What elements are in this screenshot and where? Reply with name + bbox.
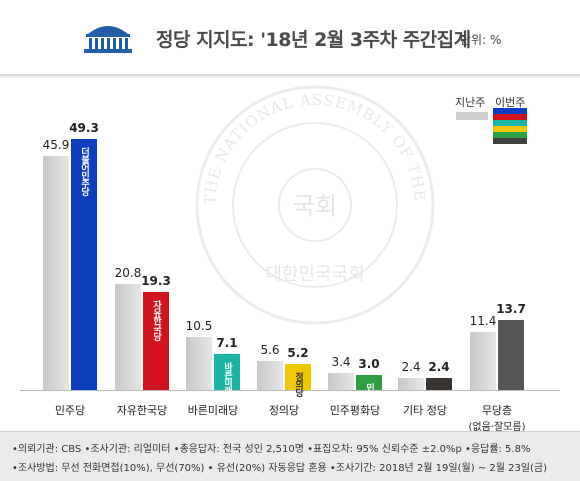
value-label-last-week: 3.4 (331, 354, 351, 369)
category-label: 민주평화당 (329, 404, 381, 417)
value-label-last-week: 11.4 (469, 313, 497, 328)
bar-this-week (498, 320, 524, 390)
legend-label-last-week: 지난주 (455, 96, 486, 109)
seal-center-text: 국회 (293, 192, 337, 220)
national-assembly-seal-watermark: THE NATIONAL ASSEMBLY OF THE REPUBLIC OF… (190, 80, 435, 325)
bar-this-week (426, 377, 452, 390)
value-label-last-week: 2.4 (401, 359, 421, 374)
seal-bottom-text: 대한민국국회 (265, 264, 364, 285)
value-label-last-week: 20.8 (114, 266, 142, 281)
party-logo-tag: 더불어민주당 (79, 147, 89, 196)
legend-stripe (493, 114, 527, 120)
party-logo-tag: 정의당 (293, 371, 303, 396)
bar-this-week (356, 374, 382, 390)
bar-this-week (285, 363, 311, 390)
category-note: (없음·잘모름) (468, 422, 526, 433)
category-label: 정의당 (268, 404, 300, 417)
value-label-last-week: 5.6 (260, 343, 280, 358)
legend-stripe (493, 108, 527, 114)
header-divider (0, 74, 580, 78)
category-label: 바른미래당 (187, 404, 239, 417)
value-label-this-week: 3.0 (358, 356, 380, 371)
bar-this-week (214, 353, 240, 390)
value-label-this-week: 19.3 (141, 273, 171, 288)
legend-swatch-last-week (456, 112, 488, 120)
value-label-last-week: 10.5 (185, 318, 213, 333)
footer-line-1: •의뢰기관: CBS •조사기관: 리얼미터 •총응답자: 전국 성인 2,51… (12, 444, 531, 455)
survey-footer: •의뢰기관: CBS •조사기관: 리얼미터 •총응답자: 전국 성인 2,51… (0, 431, 580, 481)
category-label: 자유한국당 (116, 404, 168, 417)
value-label-last-week: 45.9 (42, 138, 70, 153)
party-logo-tag: 바른미래당 (222, 361, 232, 402)
legend-stripe (493, 132, 527, 138)
seal-ring-text: THE NATIONAL ASSEMBLY OF THE REPUBLIC OF… (190, 80, 428, 208)
national-assembly-building-icon (84, 26, 132, 53)
bar-last-week (186, 336, 212, 390)
x-axis-baseline (20, 390, 560, 391)
party-logo-tag: 민주평화당 (364, 382, 374, 423)
header: 정당 지지도: '18년 2월 3주차 주간집계 단위: % (0, 0, 580, 78)
category-label: 민주당 (54, 404, 86, 417)
value-label-this-week: 7.1 (216, 335, 238, 350)
legend-label-this-week: 이번주 (495, 96, 526, 109)
bar-last-week (115, 284, 141, 390)
legend-stripe (493, 126, 527, 132)
category-label: 기타 정당 (403, 404, 447, 417)
value-label-this-week: 5.2 (287, 345, 309, 360)
bar-last-week (257, 361, 283, 390)
bar-this-week (143, 291, 169, 390)
footer-line-2: •조사방법: 무선 전화면접(10%), 무선(70%) • 유선(20%) 자… (12, 463, 548, 474)
value-label-this-week: 2.4 (428, 359, 450, 374)
bar-this-week (71, 139, 97, 390)
bar-last-week (470, 331, 496, 390)
legend-stripe (493, 138, 527, 144)
bar-last-week (43, 156, 69, 390)
party-logo-tag: 자유한국당 (151, 299, 161, 340)
category-label: 무당층 (481, 404, 513, 417)
unit-label: 단위: % (460, 33, 502, 47)
legend-swatch-this-week (493, 108, 527, 144)
value-label-this-week: 13.7 (496, 302, 526, 317)
bar-last-week (398, 377, 424, 390)
value-label-this-week: 49.3 (69, 121, 99, 136)
legend-stripe (493, 120, 527, 126)
svg-text:THE NATIONAL ASSEMBLY OF THE R: THE NATIONAL ASSEMBLY OF THE REPUBLIC OF… (190, 80, 429, 208)
bar-last-week (328, 372, 354, 390)
chart-title: 정당 지지도: '18년 2월 3주차 주간집계 (156, 29, 471, 51)
